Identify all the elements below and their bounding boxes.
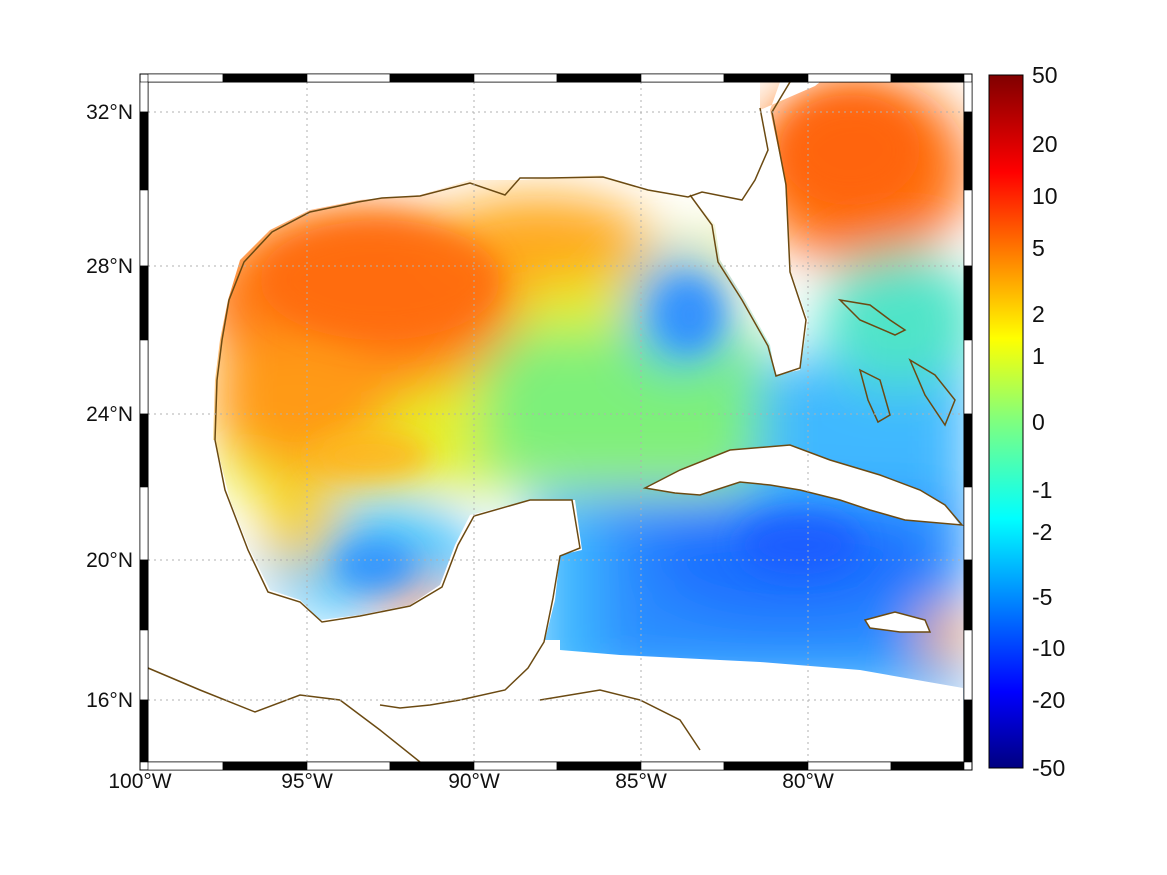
frame-segment (147, 73, 224, 83)
frame-segment (389, 761, 475, 771)
frame-segment (963, 559, 973, 631)
lat-tick-label: 16°N (86, 689, 133, 712)
graticule (148, 82, 964, 762)
frame-segment (890, 761, 965, 771)
colorbar-tick-label: 2 (1032, 301, 1045, 327)
lat-axis: 32°N 28°N 24°N 20°N 16°N (86, 101, 133, 712)
frame-segment (963, 111, 973, 191)
lat-tick-label: 20°N (86, 549, 133, 572)
frame-segment (963, 265, 973, 341)
colorbar-tick-label: 0 (1032, 409, 1045, 435)
map-frame (139, 73, 973, 771)
colorbar-tick-label: -50 (1032, 755, 1065, 781)
lat-tick-label: 32°N (86, 101, 133, 124)
colorbar-tick-label: 20 (1032, 131, 1058, 157)
frame-segment (139, 486, 149, 561)
frame-segment (963, 81, 973, 113)
colorbar-tick-label: 10 (1032, 183, 1058, 209)
frame-segment (807, 761, 892, 771)
frame-segment (963, 413, 973, 488)
frame-segment (139, 629, 149, 701)
frame-segment (139, 265, 149, 341)
colorbar-tick-label: 5 (1032, 235, 1045, 261)
colorbar-tick-label: 1 (1032, 343, 1045, 369)
frame-segment (963, 189, 973, 267)
lon-tick-label: 100°W (108, 770, 171, 793)
frame-segment (139, 81, 149, 113)
frame-segment (723, 761, 809, 771)
frame-segment (389, 73, 475, 83)
land-mask (148, 82, 963, 762)
lat-tick-label: 24°N (86, 403, 133, 426)
lon-tick-label: 95°W (281, 770, 333, 793)
lat-tick-label: 28°N (86, 255, 133, 278)
frame-segment (222, 761, 308, 771)
data-field (148, 82, 964, 762)
frame-segment (222, 73, 308, 83)
lon-tick-label: 80°W (782, 770, 834, 793)
frame-segment (963, 486, 973, 561)
frame-segment (139, 339, 149, 415)
colorbar-tick-label: -2 (1032, 519, 1052, 545)
colorbar-tick-label: -10 (1032, 635, 1065, 661)
frame-segment (139, 189, 149, 267)
lon-axis: 100°W 95°W 90°W 85°W 80°W (108, 770, 834, 793)
frame-segment (139, 111, 149, 191)
frame-segment (640, 73, 725, 83)
frame-segment (306, 73, 391, 83)
frame-segment (807, 73, 892, 83)
colorbar-tick-label: -1 (1032, 477, 1052, 503)
frame-segment (473, 761, 558, 771)
colorbar-tick-label: -5 (1032, 584, 1052, 610)
frame-segment (147, 761, 224, 771)
colorbar-gradient (988, 74, 1024, 769)
lon-tick-label: 90°W (448, 770, 500, 793)
frame-segment (473, 73, 558, 83)
frame-segment (306, 761, 391, 771)
frame-segment (640, 761, 725, 771)
colorbar-tick-label: -20 (1032, 687, 1065, 713)
frame-segment (963, 629, 973, 701)
frame-segment (139, 699, 149, 763)
frame-segment (723, 73, 809, 83)
frame-segment (890, 73, 965, 83)
frame-segment (963, 699, 973, 763)
frame-segment (139, 559, 149, 631)
lon-tick-label: 85°W (615, 770, 667, 793)
colorbar-tick-label: 50 (1032, 62, 1058, 88)
frame-segment (139, 413, 149, 488)
frame-segment (556, 761, 642, 771)
frame-segment (556, 73, 642, 83)
frame-segment (963, 339, 973, 415)
